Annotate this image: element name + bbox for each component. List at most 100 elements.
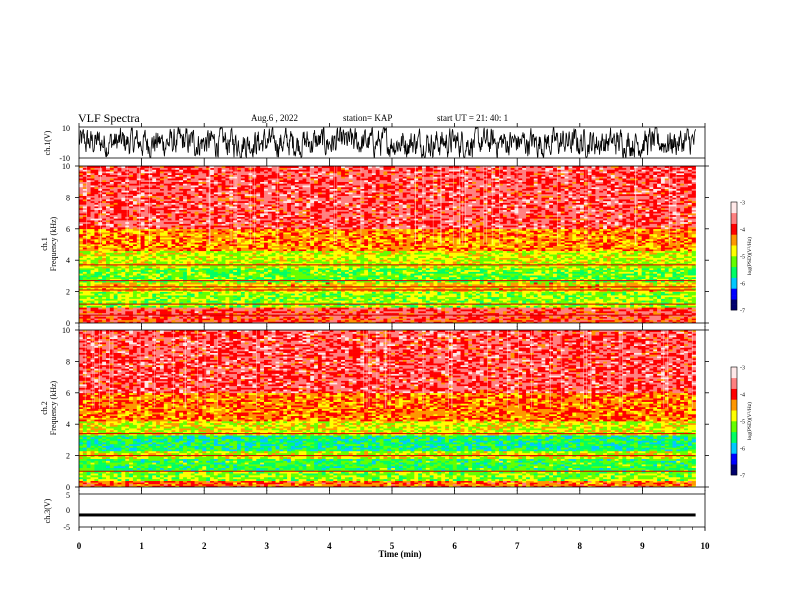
spectrogram-cell xyxy=(537,280,542,283)
spectrogram-cell xyxy=(144,312,149,315)
spectrogram-cell xyxy=(233,273,238,276)
spectrogram-cell xyxy=(283,289,288,292)
spectrogram-cell xyxy=(233,287,238,291)
spectrogram-cell xyxy=(514,298,519,301)
spectrogram-cell xyxy=(568,273,573,276)
spectrogram-cell xyxy=(649,278,654,281)
spectrogram-cell xyxy=(225,319,230,322)
spectrogram-cell xyxy=(256,318,261,321)
spectrogram-cell xyxy=(429,318,434,321)
spectrogram-cell xyxy=(618,300,623,303)
spectrogram-cell xyxy=(541,280,546,283)
spectrogram-cell xyxy=(302,289,307,292)
spectrogram-cell xyxy=(156,293,161,296)
spectrogram-cell xyxy=(506,305,511,308)
spectrogram-cell xyxy=(445,312,450,315)
spectrogram-cell xyxy=(175,314,180,317)
spectrogram-cell xyxy=(213,271,219,274)
spectrogram-cell xyxy=(352,278,357,281)
spectrogram-cell xyxy=(657,310,662,314)
spectrogram-cell xyxy=(152,276,157,279)
spectrogram-cell xyxy=(306,309,311,312)
spectrogram-cell xyxy=(618,316,623,319)
spectrogram-cell xyxy=(341,310,346,314)
spectrogram-cell xyxy=(94,318,99,321)
spectrogram-cell xyxy=(487,298,492,301)
spectrogram-cell xyxy=(418,303,423,306)
spectrogram-cell xyxy=(526,319,531,322)
spectrogram-cell xyxy=(190,287,195,291)
spectrogram-cell xyxy=(526,302,531,305)
spectrogram-cell xyxy=(317,293,323,296)
spectrogram-cell xyxy=(421,275,427,278)
spectrogram-cell xyxy=(379,280,384,283)
spectrogram-cell xyxy=(533,287,538,291)
spectrogram-cell xyxy=(136,314,141,317)
spectrogram-cell xyxy=(279,280,284,283)
spectrogram-cell xyxy=(383,284,388,287)
spectrogram-cell xyxy=(113,305,118,308)
spectrogram-cell xyxy=(194,268,199,271)
spectrogram-cell xyxy=(314,312,319,315)
spectrogram-cell xyxy=(82,307,87,310)
spectrogram-cell xyxy=(448,314,454,317)
date-label: Aug.6 , 2022 xyxy=(251,113,298,123)
spectrogram-cell xyxy=(583,291,588,294)
spectrogram-cell xyxy=(572,273,577,276)
spectrogram-cell xyxy=(664,271,669,274)
spectrogram-cell xyxy=(614,293,619,296)
spectrogram-cell xyxy=(233,275,238,278)
spectrogram-cell xyxy=(460,268,465,271)
spectrogram-cell xyxy=(676,268,681,271)
spectrogram-cell xyxy=(113,298,118,301)
spectrogram-cell xyxy=(448,282,454,285)
spectrogram-cell xyxy=(418,280,423,283)
spectrogram-cell xyxy=(499,300,504,303)
spectrogram-cell xyxy=(684,273,689,276)
spectrogram-cell xyxy=(217,291,222,294)
spectrogram-cell xyxy=(645,312,650,315)
spectrogram-cell xyxy=(375,312,380,315)
spectrogram-cell xyxy=(79,300,84,303)
spectrogram-cell xyxy=(491,298,496,301)
spectrogram-cell xyxy=(217,321,222,323)
spectrogram-cell xyxy=(321,314,326,317)
spectrogram-cell xyxy=(290,273,296,276)
spectrogram-cell xyxy=(140,305,145,308)
spectrogram-cell xyxy=(568,284,573,287)
spectrogram-cell xyxy=(82,321,87,323)
spectrogram-cell xyxy=(364,293,369,296)
spectrogram-cell xyxy=(333,312,338,315)
spectrogram-cell xyxy=(298,275,303,278)
spectrogram-cell xyxy=(98,319,103,322)
spectrogram-cell xyxy=(117,303,122,306)
spectrogram-cell xyxy=(375,309,380,312)
spectrogram-cell xyxy=(445,300,450,303)
spectrogram-cell xyxy=(98,321,103,323)
spectrogram-cell xyxy=(468,316,473,319)
spectrogram-cell xyxy=(337,305,342,308)
spectrogram-cell xyxy=(649,303,654,306)
spectrogram-cell xyxy=(687,293,693,296)
spectrogram-cell xyxy=(568,287,573,291)
spectrogram-cell xyxy=(452,300,457,303)
spectrogram-cell xyxy=(541,268,546,271)
spectrogram-cell xyxy=(356,282,361,285)
spectrogram-cell xyxy=(510,318,515,321)
spectrogram-cell xyxy=(541,282,546,285)
spectrogram-cell xyxy=(672,305,677,308)
spectrogram-cell xyxy=(171,303,176,306)
spectrogram-cell xyxy=(425,307,430,310)
spectrogram-cell xyxy=(553,302,558,305)
spectrogram-cell xyxy=(653,319,658,322)
spectrogram-cell xyxy=(630,287,635,291)
spectrogram-cell xyxy=(610,284,615,287)
spectrogram-cell xyxy=(622,287,627,291)
spectrogram-cell xyxy=(287,284,292,287)
spectrogram-cell xyxy=(418,309,423,312)
spectrogram-cell xyxy=(179,280,184,283)
spectrogram-cell xyxy=(649,282,654,285)
spectrogram-cell xyxy=(568,275,573,278)
spectrogram-cell xyxy=(321,282,326,285)
spectrogram-cell xyxy=(217,287,222,291)
